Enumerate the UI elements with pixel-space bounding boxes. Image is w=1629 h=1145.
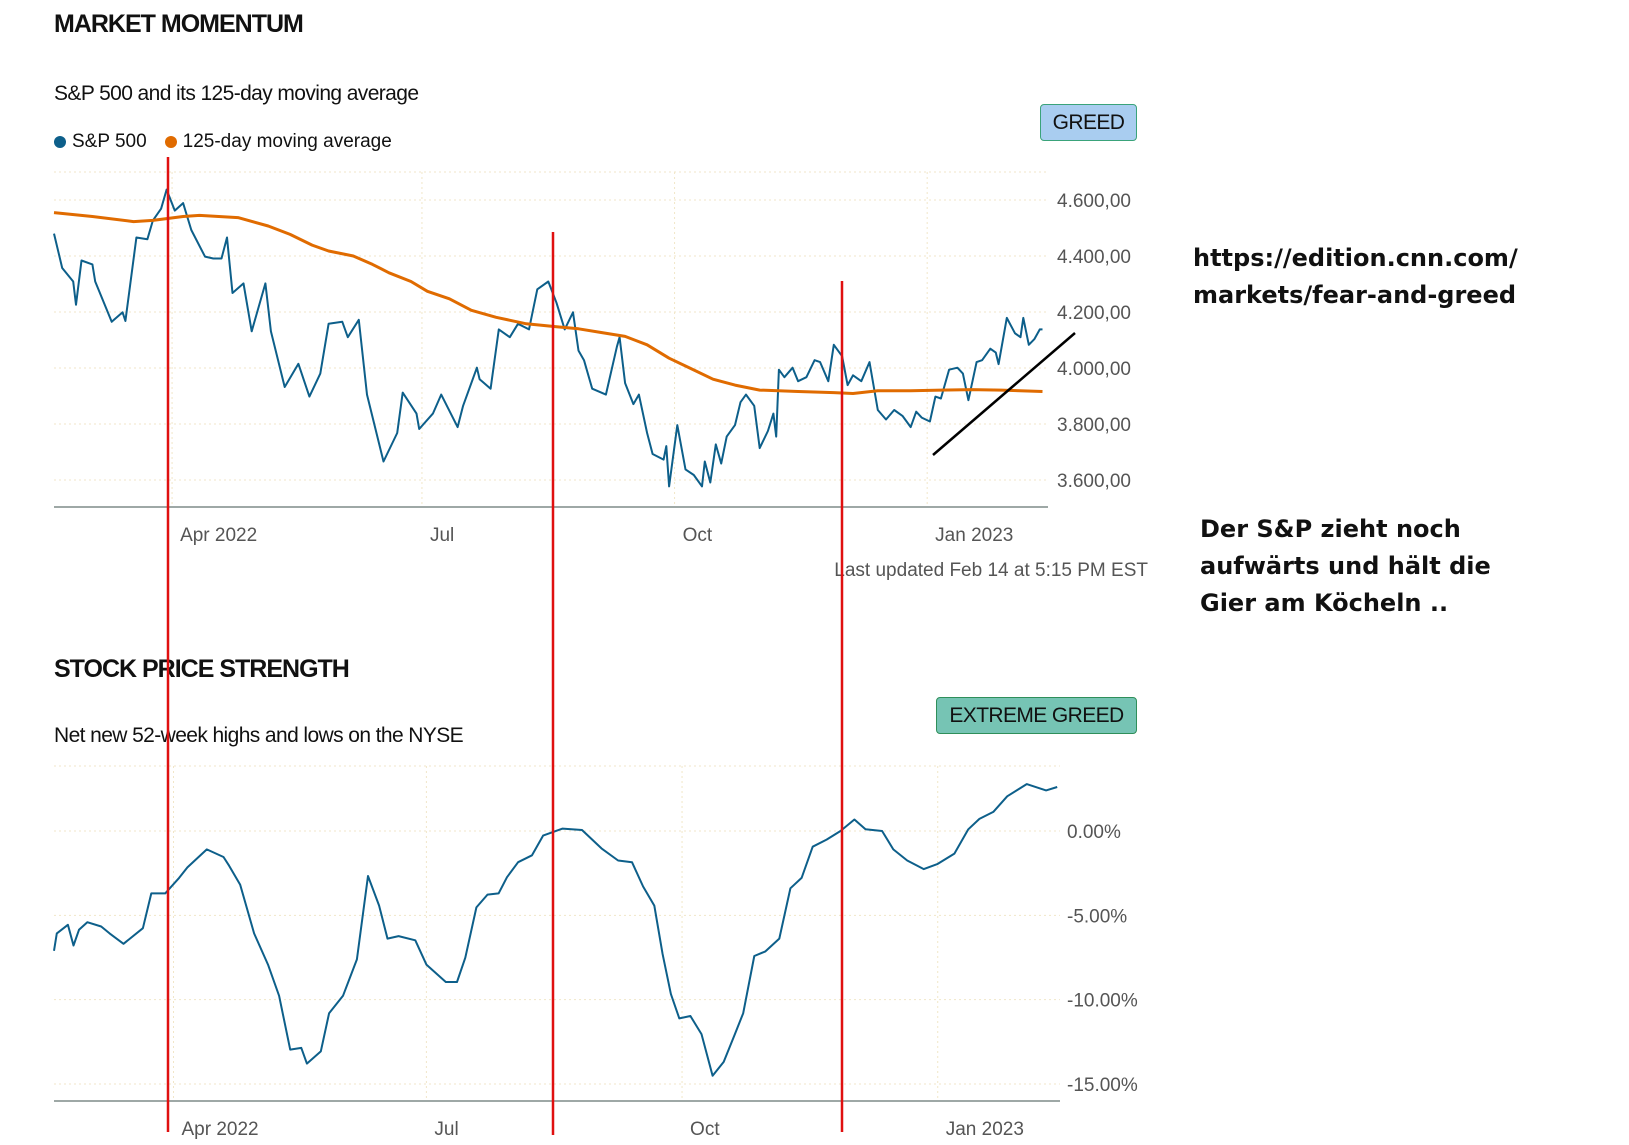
y-tick-label: 0.00% [1067,822,1121,843]
y-tick-label: -10.00% [1067,991,1138,1012]
annotation-overlay [166,157,1076,1135]
trend-line [932,332,1076,456]
source-url-line-2: markets/fear-and-greed [1193,281,1517,309]
source-url[interactable]: https://edition.cnn.com/ markets/fear-an… [1193,240,1518,314]
x-tick-label: Apr 2022 [180,525,257,546]
last-updated-text: Last updated Feb 14 at 5:15 PM EST [834,560,1148,581]
moving-average-line [53,211,1043,395]
sp500-legend-dot [54,136,66,148]
chart1-legend: S&P 500 125-day moving average [54,131,392,153]
sp500-line [53,188,1043,488]
y-tick-label: -15.00% [1067,1075,1138,1096]
y-tick-label: 4.000,00 [1057,359,1131,380]
extreme-greed-badge: EXTREME GREED [936,697,1137,734]
x-tick-label: Jul [434,1119,458,1140]
sp500-chart: 4.600,00 4.400,00 4.200,00 4.000,00 3.800,00… [53,171,1131,546]
stock-price-strength-subtitle: Net new 52-week highs and lows on the NY… [54,724,464,747]
y-tick-label: 4.400,00 [1057,247,1131,268]
y-tick-label: 4.200,00 [1057,303,1131,324]
stock-price-strength-title: STOCK PRICE STRENGTH [54,655,350,683]
x-tick-label: Oct [690,1119,720,1140]
x-tick-label: Apr 2022 [181,1119,258,1140]
moving-average-legend-dot [164,136,177,148]
y-tick-label: 3.800,00 [1057,415,1131,436]
x-tick-label: Jul [430,525,454,546]
y-tick-label: 3.600,00 [1057,471,1131,492]
x-tick-label: Jan 2023 [935,525,1013,546]
stock-strength-chart: 0.00% -5.00% -10.00% -15.00% Apr 2022 Jul Oct J… [53,765,1138,1140]
comment-line-3: Gier am Köcheln .. [1200,589,1449,617]
market-momentum-subtitle: S&P 500 and its 125-day moving average [54,82,419,105]
net-highs-lows-line [53,783,1058,1077]
greed-badge: GREED [1040,104,1137,141]
y-tick-label: 4.600,00 [1057,191,1131,212]
sp500-legend-label: S&P 500 [72,131,147,152]
comment-text: Der S&P zieht noch aufwärts und hält die… [1200,511,1491,622]
source-url-line-1: https://edition.cnn.com/ [1193,244,1518,272]
y-tick-label: -5.00% [1067,906,1127,927]
x-tick-label: Jan 2023 [946,1119,1024,1140]
comment-line-1: Der S&P zieht noch [1200,515,1461,543]
moving-average-legend-label: 125-day moving average [182,131,392,152]
x-tick-label: Oct [683,525,713,546]
comment-line-2: aufwärts und hält die [1200,552,1491,580]
market-momentum-title: MARKET MOMENTUM [54,10,304,38]
